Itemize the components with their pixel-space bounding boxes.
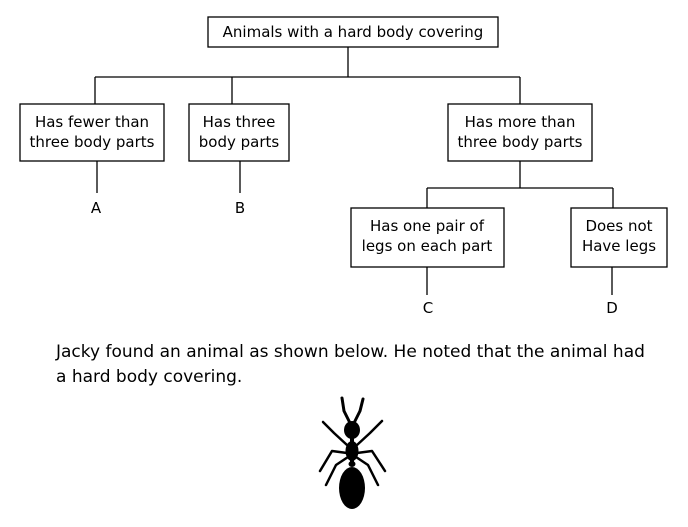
leaf-d: D	[606, 299, 618, 317]
classification-key: Animals with a hard body covering Has fe…	[19, 16, 668, 317]
node-no-legs-label-line1: Does not	[585, 217, 652, 235]
question-caption: Jacky found an animal as shown below. He…	[56, 342, 645, 387]
node-no-legs: Does not Have legs	[570, 207, 668, 268]
leaf-a: A	[91, 199, 102, 217]
node-fewer-label-line2: three body parts	[30, 133, 155, 151]
root-node: Animals with a hard body covering	[207, 16, 499, 48]
ant-icon	[318, 396, 387, 509]
connector-lines	[94, 47, 614, 295]
root-node-label: Animals with a hard body covering	[223, 23, 484, 41]
leaf-b: B	[235, 199, 245, 217]
node-one-pair-label-line2: legs on each part	[362, 237, 493, 255]
node-one-pair-label-line1: Has one pair of	[370, 217, 485, 235]
node-three-label-line1: Has three	[203, 113, 276, 131]
node-one-pair-legs: Has one pair of legs on each part	[350, 207, 505, 268]
node-more-label-line1: Has more than	[465, 113, 576, 131]
node-more-label-line2: three body parts	[458, 133, 583, 151]
leaf-c: C	[423, 299, 433, 317]
node-fewer-than-three: Has fewer than three body parts	[19, 103, 165, 162]
node-three-body-parts: Has three body parts	[188, 103, 290, 162]
node-more-than-three: Has more than three body parts	[447, 103, 593, 162]
node-no-legs-label-line2: Have legs	[582, 237, 656, 255]
node-fewer-label-line1: Has fewer than	[35, 113, 149, 131]
node-three-label-line2: body parts	[199, 133, 280, 151]
